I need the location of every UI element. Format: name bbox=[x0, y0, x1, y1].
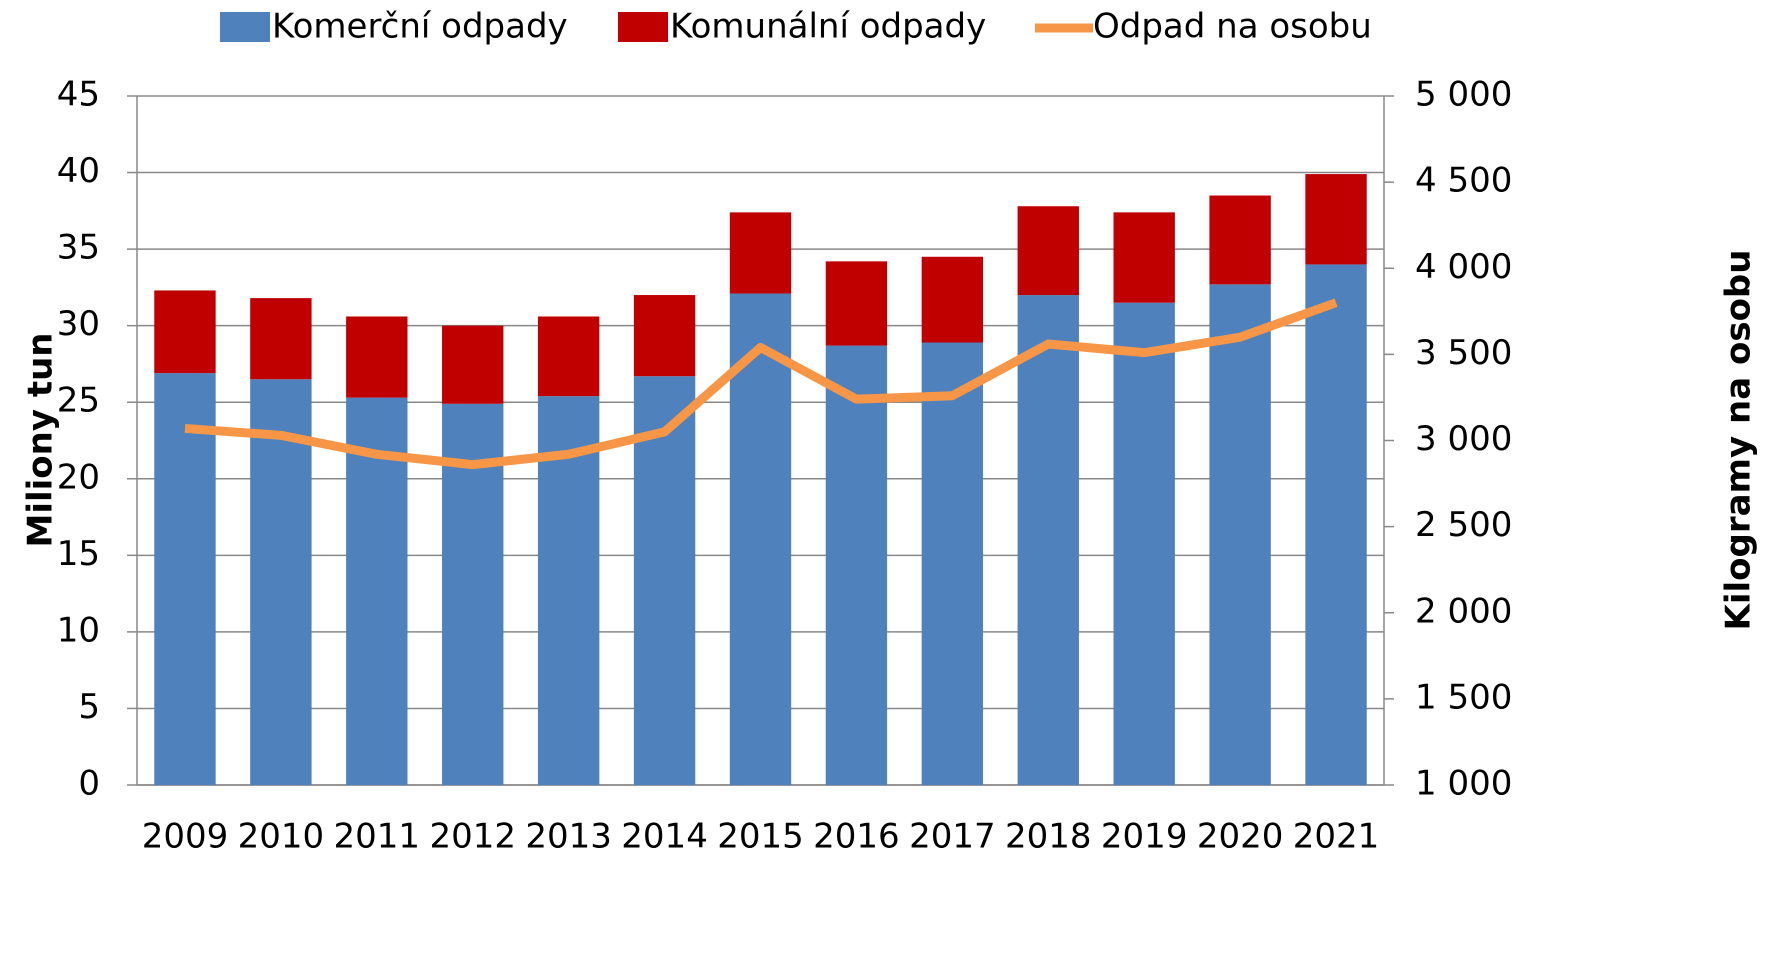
bar bbox=[250, 298, 312, 380]
bar bbox=[729, 293, 792, 785]
x-tick-label: 2015 bbox=[717, 817, 804, 857]
y2-tick-label: 4 500 bbox=[1415, 161, 1512, 201]
bar bbox=[1209, 195, 1271, 285]
y2-axis-title: Kilogramy na osobu bbox=[1719, 250, 1759, 631]
bar bbox=[921, 256, 984, 343]
bar bbox=[442, 325, 504, 404]
legend-swatch bbox=[618, 12, 668, 42]
y2-tick-label: 4 000 bbox=[1415, 247, 1512, 287]
y-tick-label: 30 bbox=[57, 304, 100, 344]
legend-label: Odpad na osobu bbox=[1093, 7, 1372, 47]
bar bbox=[825, 261, 888, 346]
legend-label: Komunální odpady bbox=[670, 7, 986, 47]
x-tick-label: 2013 bbox=[525, 817, 612, 857]
y-tick-label: 45 bbox=[57, 75, 100, 115]
legend-label: Komerční odpady bbox=[272, 7, 568, 47]
bar bbox=[537, 316, 600, 397]
y2-tick-label: 2 000 bbox=[1415, 591, 1512, 631]
y2-tick-label: 1 500 bbox=[1415, 677, 1512, 717]
y-axis-title: Miliony tun bbox=[21, 332, 61, 547]
x-tick-label: 2010 bbox=[238, 817, 325, 857]
bar bbox=[633, 376, 696, 785]
y-tick-label: 35 bbox=[57, 228, 100, 268]
bar bbox=[921, 342, 984, 785]
x-tick-label: 2020 bbox=[1197, 817, 1284, 857]
bar bbox=[154, 373, 216, 785]
bar bbox=[1305, 264, 1367, 785]
bar bbox=[1305, 174, 1367, 265]
x-tick-label: 2009 bbox=[142, 817, 229, 857]
x-tick-label: 2018 bbox=[1005, 817, 1092, 857]
x-tick-label: 2017 bbox=[909, 817, 996, 857]
y-tick-label: 40 bbox=[57, 151, 100, 191]
x-tick-label: 2021 bbox=[1293, 817, 1380, 857]
x-tick-label: 2016 bbox=[813, 817, 900, 857]
bar bbox=[1209, 284, 1271, 785]
x-tick-label: 2011 bbox=[334, 817, 421, 857]
bar bbox=[729, 212, 792, 294]
bar bbox=[346, 316, 408, 398]
legend-swatch bbox=[220, 12, 270, 42]
y-tick-label: 20 bbox=[57, 457, 100, 497]
y-tick-label: 25 bbox=[57, 381, 100, 421]
bar bbox=[825, 345, 888, 785]
y-tick-label: 0 bbox=[78, 764, 100, 804]
y-tick-label: 15 bbox=[57, 534, 100, 574]
bar bbox=[250, 379, 312, 785]
x-tick-label: 2019 bbox=[1101, 817, 1188, 857]
y-tick-label: 5 bbox=[78, 687, 100, 727]
bar bbox=[633, 295, 696, 377]
bar bbox=[1017, 206, 1079, 296]
y2-tick-label: 2 500 bbox=[1415, 505, 1512, 545]
bar bbox=[154, 290, 216, 374]
bar bbox=[1113, 302, 1175, 785]
y2-tick-label: 3 500 bbox=[1415, 333, 1512, 373]
y2-tick-label: 1 000 bbox=[1415, 764, 1512, 804]
bar bbox=[1017, 295, 1079, 785]
x-tick-label: 2012 bbox=[429, 817, 516, 857]
y2-tick-label: 3 000 bbox=[1415, 419, 1512, 459]
bar bbox=[346, 397, 408, 785]
line bbox=[184, 298, 1338, 470]
y-tick-label: 10 bbox=[57, 610, 100, 650]
y2-tick-label: 5 000 bbox=[1415, 75, 1512, 115]
x-tick-label: 2014 bbox=[621, 817, 708, 857]
bar bbox=[1113, 212, 1175, 303]
